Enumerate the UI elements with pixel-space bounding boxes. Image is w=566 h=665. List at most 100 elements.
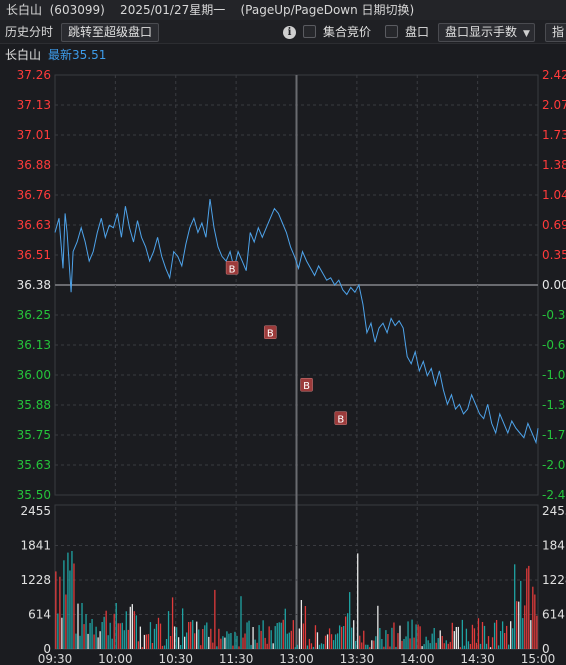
volume-bar	[300, 600, 303, 649]
volume-bar	[232, 645, 234, 649]
buy-marker: B	[334, 411, 348, 426]
volume-bar	[387, 634, 389, 649]
volume-bar	[526, 568, 528, 649]
volume-bar	[252, 627, 254, 649]
volume-bar	[483, 625, 486, 649]
volume-bar	[228, 633, 230, 649]
time-tick-label: 14:30	[460, 652, 495, 665]
volume-bar	[393, 622, 395, 649]
volume-bar	[314, 625, 317, 649]
volume-bar	[57, 613, 59, 649]
volume-bar	[532, 586, 534, 649]
volume-bar	[292, 620, 294, 649]
volume-bar	[377, 605, 379, 649]
volume-bar	[425, 636, 427, 649]
volume-bar	[296, 644, 298, 649]
volume-bar	[268, 626, 270, 649]
price-tick-label: 37.01	[17, 128, 51, 142]
toolbar: 历史分时 跳转至超级盘口 i 集合竞价 盘口 盘口显示手数 ▼ 指	[0, 20, 566, 44]
volume-bar	[501, 621, 504, 649]
volume-bar	[471, 624, 474, 649]
buy-marker: B	[264, 325, 277, 340]
volume-bar	[274, 626, 276, 649]
volume-bar	[369, 647, 371, 649]
volume-bar	[536, 615, 538, 649]
volume-bar	[449, 641, 451, 649]
volume-bar	[320, 643, 323, 649]
volume-bar	[262, 620, 264, 649]
buy-marker-box	[264, 325, 277, 339]
volume-bar	[411, 619, 413, 649]
volume-bar	[190, 621, 192, 649]
volume-bar	[206, 622, 208, 649]
volume-bar	[427, 640, 429, 649]
volume-bar	[338, 625, 341, 649]
volume-bar	[169, 636, 172, 649]
volume-bar	[101, 622, 103, 649]
volume-bar	[248, 620, 250, 649]
volume-bar	[479, 643, 482, 649]
volume-bar	[514, 564, 516, 649]
volume-bar	[210, 628, 212, 649]
volume-bar	[266, 643, 268, 649]
volume-bar	[157, 617, 160, 649]
volume-bar	[171, 597, 174, 649]
volume-bar	[61, 617, 63, 649]
volume-bar	[363, 630, 365, 649]
percent-tick-label: 0.69%	[542, 218, 566, 232]
volume-bar	[516, 601, 518, 649]
buy-marker-label: B	[303, 381, 310, 392]
auction-checkbox[interactable]	[303, 25, 316, 38]
volume-bar	[270, 630, 272, 649]
orderbook-checkbox[interactable]	[385, 25, 398, 38]
volume-bar	[324, 635, 327, 649]
volume-bar	[405, 636, 407, 649]
volume-bar	[322, 644, 325, 649]
volume-bar	[95, 626, 97, 649]
volume-bar	[375, 636, 377, 649]
volume-bar	[93, 634, 95, 649]
volume-bar	[133, 611, 135, 649]
volume-bar	[97, 637, 99, 649]
volume-bar	[487, 636, 490, 649]
volume-bar	[240, 596, 242, 649]
percent-tick-label: 0.00%	[542, 278, 566, 292]
volume-bar	[330, 634, 333, 649]
volume-bar	[473, 628, 476, 649]
volume-tick-label: 1228	[542, 573, 566, 587]
info-icon[interactable]: i	[283, 26, 296, 39]
volume-bar	[395, 646, 397, 649]
volume-bar	[103, 616, 105, 649]
volume-bar	[272, 643, 274, 649]
volume-bar	[447, 643, 449, 649]
display-mode-select[interactable]: 盘口显示手数 ▼	[438, 23, 535, 42]
volume-bar	[87, 633, 89, 649]
price-axis: 37.26 37.13 37.01 36.88 36.76 36.63 36.51 36.38…	[17, 68, 51, 502]
display-mode-value: 盘口显示手数	[445, 25, 518, 39]
volume-bar	[361, 642, 363, 649]
volume-bar	[208, 636, 210, 649]
percent-axis: 2.42% 2.07% 1.73% 1.38% 1.04% 0.69% 0.35% 0.00%…	[542, 68, 566, 502]
volume-bar	[497, 645, 500, 649]
intraday-chart[interactable]: 37.26 37.13 37.01 36.88 36.76 36.63 36.51 36.38…	[0, 65, 566, 665]
volume-bar	[151, 643, 154, 649]
percent-tick-label: -0.35%	[542, 308, 566, 322]
volume-bar	[306, 645, 309, 649]
volume-bar	[389, 646, 391, 649]
volume-bar	[522, 618, 524, 649]
volume-bar	[200, 645, 202, 649]
volume-tick-label: 2455	[542, 504, 566, 518]
percent-tick-label: -2.07%	[542, 458, 566, 472]
volume-bar	[433, 628, 435, 649]
percent-tick-label: 2.42%	[542, 68, 566, 82]
volume-bar	[186, 632, 188, 649]
volume-bar	[139, 626, 142, 649]
volume-bar	[55, 571, 57, 649]
jump-super-orderbook-button[interactable]: 跳转至超级盘口	[61, 23, 160, 42]
volume-bar	[381, 639, 383, 649]
volume-bar	[71, 551, 73, 649]
volume-bar	[218, 628, 220, 649]
indicator-button[interactable]: 指	[545, 23, 566, 42]
volume-bar	[351, 627, 353, 649]
volume-bar	[332, 640, 335, 649]
